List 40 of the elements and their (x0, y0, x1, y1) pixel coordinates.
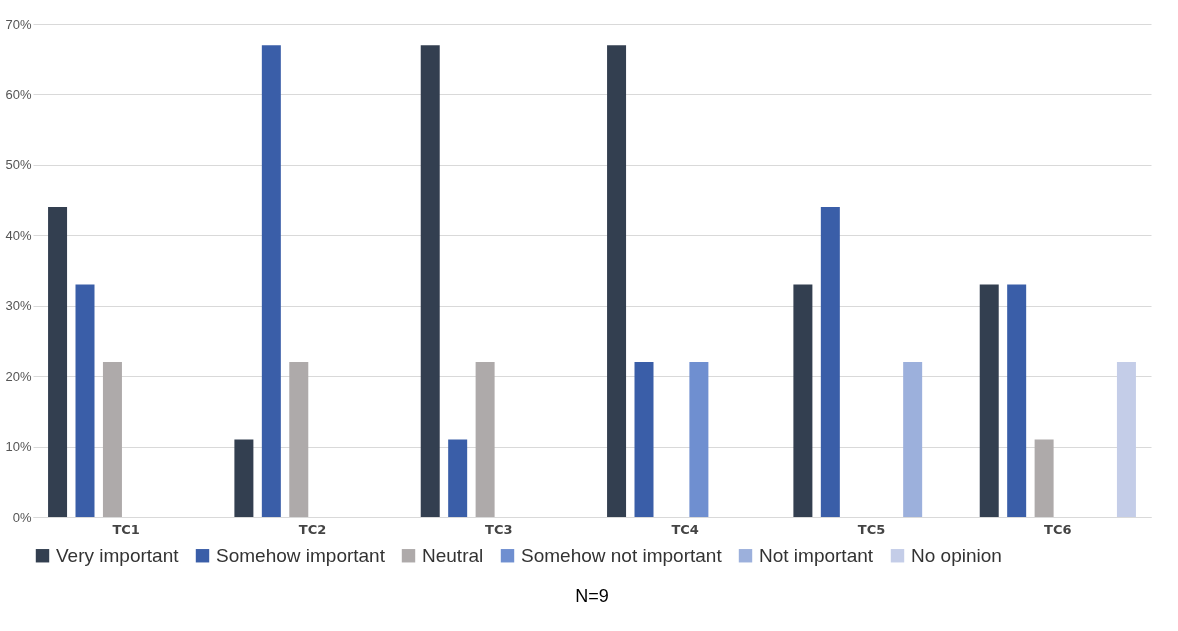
bar (102, 362, 122, 517)
x-tick-label: TC3 (485, 521, 513, 537)
y-tick-label: 50% (5, 157, 32, 173)
bar (289, 362, 309, 517)
legend-label: Somehow important (216, 544, 386, 566)
bar (820, 207, 840, 517)
x-tick-label: TC4 (671, 521, 699, 537)
bar (261, 45, 281, 517)
legend-label: Neutral (422, 544, 484, 566)
y-tick-label: 70% (5, 16, 32, 32)
bar (234, 439, 254, 517)
bar (1007, 284, 1027, 517)
bar (420, 45, 440, 517)
bar (1116, 362, 1136, 517)
bar (979, 284, 999, 517)
bar (607, 45, 627, 517)
y-tick-label: 60% (5, 86, 32, 102)
x-tick-label: TC1 (112, 521, 140, 537)
bar (48, 207, 68, 517)
bar (689, 362, 709, 517)
y-tick-label: 40% (5, 227, 32, 243)
y-tick-label: 0% (12, 509, 32, 525)
bar (793, 284, 813, 517)
x-tick-label: TC2 (298, 521, 327, 537)
bar (448, 439, 468, 517)
bar (475, 362, 495, 517)
legend-label: No opinion (911, 544, 1002, 566)
legend-label: Not important (759, 544, 874, 566)
y-tick-label: 20% (5, 368, 32, 384)
legend-label: Very important (56, 544, 180, 566)
bar (1034, 439, 1054, 517)
y-tick-label: 30% (5, 298, 32, 314)
y-tick-label: 10% (5, 439, 32, 455)
text: N=9 (575, 586, 609, 606)
bar (903, 362, 923, 517)
bar (75, 284, 95, 517)
legend-label: Somehow not important (521, 544, 723, 566)
bar (634, 362, 654, 517)
x-tick-label: TC5 (857, 521, 886, 537)
x-tick-label: TC6 (1044, 521, 1072, 537)
